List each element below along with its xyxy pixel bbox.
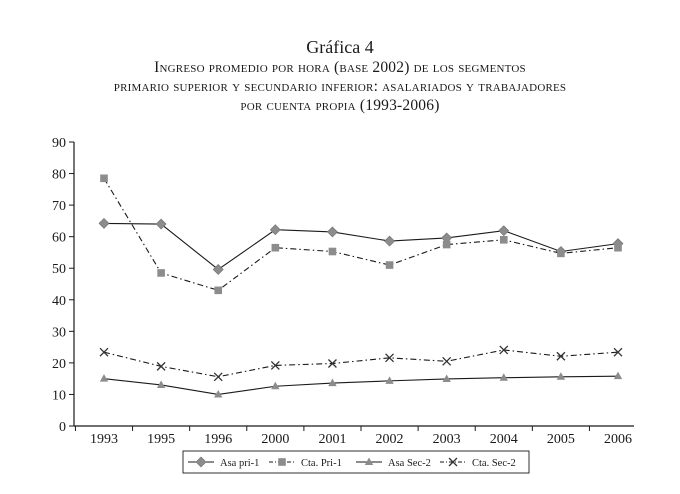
chart-series	[98, 174, 624, 398]
data-point	[385, 353, 395, 363]
data-point	[212, 264, 224, 275]
data-point	[214, 286, 223, 295]
data-point	[556, 351, 566, 361]
y-tick-label: 40	[52, 294, 66, 309]
legend-label: Cta. Sec-2	[472, 458, 516, 469]
legend-label: Asa Sec-2	[388, 458, 431, 469]
x-tick-label: 2005	[547, 432, 575, 447]
data-point	[499, 345, 509, 355]
x-tick-label: 2001	[318, 432, 346, 447]
legend-swatch-marker	[364, 457, 374, 465]
x-tick-label: 1993	[90, 432, 118, 447]
data-point	[214, 389, 223, 398]
data-point	[100, 174, 108, 183]
data-point	[98, 217, 110, 229]
series-line	[103, 375, 619, 396]
chart-axes: 0 10 20 30 40 50 60 70 80 90 1993 1995 1996 2000 2001 2…	[52, 136, 634, 447]
data-point	[156, 361, 166, 371]
series-line	[103, 222, 619, 271]
data-point	[442, 240, 451, 249]
y-tick-label: 70	[52, 199, 66, 214]
data-point	[613, 347, 623, 357]
x-tick-label: 1996	[204, 432, 232, 447]
data-point	[614, 243, 622, 252]
y-tick-label: 80	[52, 168, 66, 183]
y-tick-label: 30	[52, 325, 66, 340]
data-point	[270, 360, 280, 370]
x-tick-label: 2006	[604, 432, 632, 447]
x-tick-label: 2002	[376, 432, 404, 447]
series-line	[103, 178, 619, 291]
data-point	[499, 236, 508, 244]
legend-swatch-marker	[195, 456, 207, 468]
data-point	[557, 249, 565, 258]
y-tick-label: 60	[52, 231, 66, 246]
x-tick-label: 2004	[490, 432, 518, 447]
data-point	[155, 218, 167, 230]
series-line	[103, 349, 619, 378]
y-tick-label: 10	[52, 388, 66, 403]
chart-heading: Gráfica 4 Ingreso promedio por hora (bas…	[0, 36, 680, 115]
legend-label: Cta. Pri-1	[301, 458, 342, 469]
x-tick-label: 2000	[261, 432, 289, 447]
x-tick-label: 1995	[147, 432, 175, 447]
data-point	[157, 269, 165, 277]
data-point	[328, 378, 337, 387]
data-point	[156, 380, 166, 388]
y-tick-label: 50	[52, 262, 66, 277]
data-point	[99, 374, 109, 382]
data-point	[556, 372, 566, 380]
data-point	[384, 235, 395, 247]
y-tick-label: 0	[59, 420, 66, 435]
data-point	[442, 374, 451, 382]
data-point	[385, 376, 394, 384]
data-point	[271, 243, 280, 252]
data-point	[498, 225, 510, 237]
y-tick-label: 20	[52, 357, 66, 372]
data-point	[499, 373, 508, 381]
data-point	[613, 371, 623, 380]
data-point	[327, 359, 337, 368]
legend-label: Asa pri-1	[220, 458, 259, 469]
data-point	[99, 347, 109, 357]
x-tick-label: 2003	[433, 432, 461, 447]
chart-subtitle-line-1: Ingreso promedio por hora (base 2002) de…	[154, 59, 526, 76]
data-point	[442, 356, 452, 366]
chart-title: Gráfica 4	[306, 37, 374, 57]
chart-subtitle-line-2: primario superior y secundario inferior:…	[113, 78, 567, 95]
data-point	[385, 261, 394, 269]
data-point	[213, 372, 223, 382]
chart-legend: Asa pri-1 Cta. Pri-1 Asa Sec-2 Cta. Sec-2	[182, 450, 530, 474]
data-point	[328, 247, 337, 256]
data-point	[271, 381, 280, 390]
y-tick-label: 90	[52, 136, 66, 151]
data-point	[269, 224, 281, 236]
legend-swatch-marker	[278, 458, 286, 466]
data-point	[327, 226, 338, 238]
chart-subtitle-line-3: por cuenta propia (1993-2006)	[240, 97, 440, 114]
legend-swatch-marker	[448, 457, 458, 467]
